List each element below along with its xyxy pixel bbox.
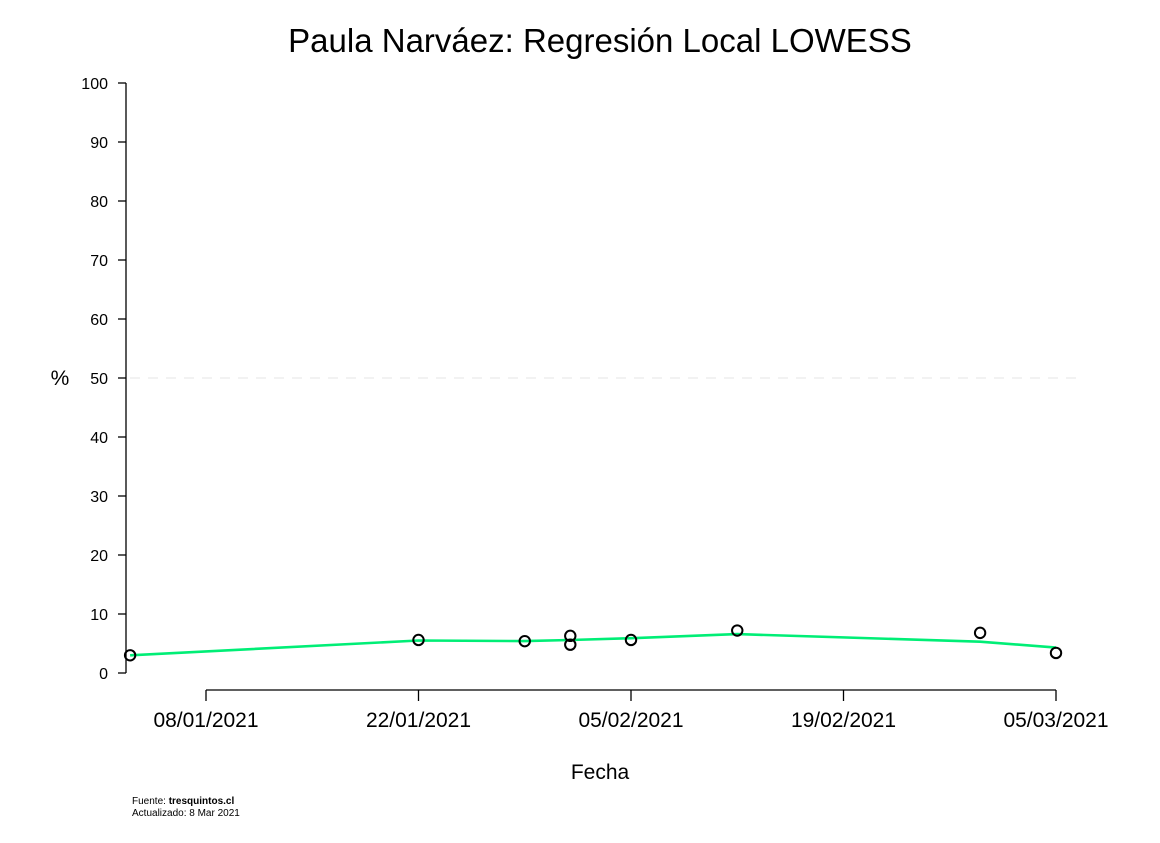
x-tick-label: 05/02/2021	[578, 709, 683, 732]
y-tick-label: 40	[90, 430, 108, 447]
source-label: Fuente:	[132, 796, 169, 807]
y-axis: 0 10 20 30 40 50 60 70 80 90 100	[81, 76, 127, 683]
x-axis-label: Fecha	[571, 761, 630, 784]
y-tick-label: 20	[90, 548, 108, 565]
data-point	[564, 638, 577, 651]
x-tick-label: 22/01/2021	[366, 709, 471, 732]
y-axis-label: %	[51, 367, 70, 390]
data-point	[973, 626, 987, 640]
x-tick-label: 19/02/2021	[791, 709, 896, 732]
y-tick-label: 80	[90, 194, 108, 211]
data-point	[731, 624, 744, 637]
data-point	[1049, 646, 1063, 660]
x-tick-label: 05/03/2021	[1003, 709, 1108, 732]
lowess-line-layer	[130, 632, 1057, 657]
updated-line: Actualizado: 8 Mar 2021	[132, 808, 240, 819]
data-point	[123, 649, 137, 662]
y-tick-label: 90	[90, 135, 108, 152]
chart-title: Paula Narváez: Regresión Local LOWESS	[288, 22, 912, 59]
y-tick-label: 50	[90, 371, 108, 388]
source-link[interactable]: tresquintos.cl	[168, 796, 235, 807]
data-point	[564, 629, 577, 643]
y-tick-label: 70	[90, 253, 108, 270]
source-line: Fuente: tresquintos.cl	[132, 796, 240, 808]
y-tick-label: 60	[90, 312, 108, 329]
source-note: Fuente: tresquintos.cl Actualizado: 8 Ma…	[132, 796, 240, 820]
y-tick-label: 100	[81, 76, 108, 93]
y-tick-label: 10	[90, 607, 108, 624]
y-tick-label: 0	[99, 666, 108, 683]
x-tick-label: 08/01/2021	[153, 709, 258, 732]
y-tick-label: 30	[90, 489, 108, 506]
lowess-line	[130, 632, 1057, 657]
x-axis: 08/01/2021 22/01/2021 05/02/2021 19/02/2021…	[153, 689, 1109, 732]
data-point	[518, 634, 531, 648]
data-point	[412, 633, 425, 647]
data-points	[123, 624, 1063, 662]
data-point	[624, 633, 638, 647]
